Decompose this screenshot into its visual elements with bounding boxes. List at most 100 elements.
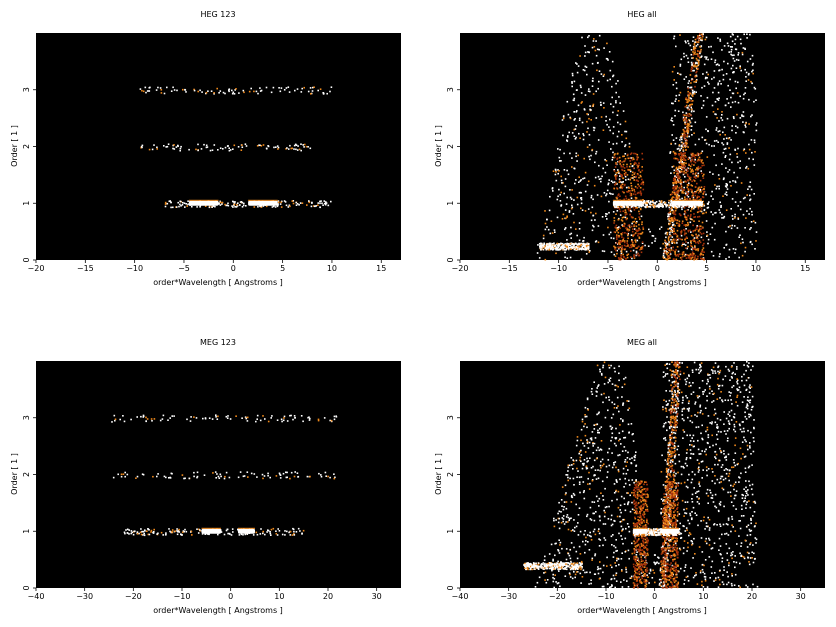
background-cell: [721, 119, 724, 121]
background-cell: [588, 88, 590, 90]
band-cell: [123, 531, 126, 534]
background-cell: [681, 197, 683, 200]
background-cell: [717, 108, 719, 110]
background-cell: [611, 383, 614, 385]
background-cell: [718, 69, 720, 72]
background-cell: [723, 215, 726, 218]
column-cell: [678, 176, 680, 179]
background-cell: [628, 225, 631, 227]
streak-cell: [692, 57, 694, 59]
streak-cell: [687, 86, 689, 88]
background-cell: [750, 522, 752, 525]
background-cell: [723, 453, 725, 455]
band-cell: [296, 472, 299, 474]
background-cell: [719, 447, 721, 450]
band-cell: [171, 529, 174, 531]
x-tick-label: 10: [327, 264, 337, 273]
column-cell: [681, 238, 683, 241]
background-cell: [625, 566, 627, 569]
column-cell: [617, 231, 620, 234]
band-cell: [307, 416, 309, 419]
background-cell: [568, 554, 571, 557]
background-cell: [710, 58, 713, 60]
band-cell: [240, 149, 243, 151]
column-cell: [674, 250, 676, 253]
background-cell: [682, 465, 684, 468]
background-cell: [739, 234, 741, 236]
background-cell: [624, 145, 626, 148]
background-cell: [719, 545, 722, 547]
background-cell: [733, 54, 735, 56]
background-cell: [671, 564, 674, 567]
background-cell: [749, 181, 752, 183]
band-cell: [289, 414, 291, 417]
streak-cell: [677, 168, 679, 171]
background-cell: [712, 400, 715, 402]
background-cell: [671, 166, 674, 168]
background-cell: [609, 129, 611, 132]
streak-cell: [688, 95, 690, 97]
background-cell: [590, 154, 592, 157]
background-cell: [739, 391, 742, 393]
band-cell: [660, 205, 663, 207]
background-cell: [612, 211, 615, 213]
streak-cell: [691, 66, 693, 68]
column-cell: [618, 179, 621, 182]
band-cell: [247, 476, 249, 478]
background-cell: [726, 143, 729, 145]
background-cell: [671, 197, 673, 200]
band-cell: [289, 144, 291, 147]
streak-cell: [689, 74, 692, 76]
column-cell: [624, 183, 626, 186]
band-cell: [259, 533, 262, 535]
column-cell: [703, 190, 705, 193]
band-cell: [310, 92, 313, 95]
background-cell: [714, 412, 717, 415]
background-cell: [723, 430, 726, 432]
background-cell: [714, 482, 716, 485]
background-cell: [701, 107, 703, 109]
band-cell: [538, 242, 541, 245]
column-cell: [690, 240, 692, 243]
streak-cell: [690, 88, 693, 91]
background-cell: [744, 499, 746, 502]
background-cell: [596, 194, 599, 196]
background-cell: [557, 172, 559, 175]
band-cell: [224, 475, 226, 478]
background-cell: [685, 507, 688, 510]
column-cell: [694, 161, 697, 164]
column-cell: [635, 222, 637, 224]
band-cell: [301, 202, 304, 204]
background-cell: [674, 207, 677, 209]
background-cell: [558, 552, 561, 554]
band-cell: [205, 91, 208, 94]
background-cell: [728, 169, 731, 171]
band-cell: [233, 144, 236, 147]
band-cell: [193, 416, 195, 418]
background-cell: [668, 363, 671, 365]
band-cell: [674, 206, 676, 208]
column-cell: [622, 237, 625, 240]
column-cell: [696, 196, 699, 198]
background-cell: [727, 137, 730, 140]
background-cell: [709, 171, 711, 173]
column-cell: [629, 208, 632, 210]
band-cell: [539, 247, 541, 249]
column-cell: [615, 224, 618, 227]
column-cell: [623, 224, 625, 227]
streak-cell: [687, 124, 689, 127]
background-cell: [569, 477, 571, 480]
background-cell: [618, 172, 620, 174]
background-cell: [605, 193, 608, 195]
band-cell: [614, 206, 616, 208]
background-cell: [598, 178, 601, 180]
background-cell: [704, 38, 707, 41]
background-cell: [703, 575, 706, 578]
background-cell: [729, 35, 732, 38]
band-cell: [215, 414, 217, 416]
background-cell: [711, 480, 714, 482]
band-cell: [241, 144, 243, 146]
background-cell: [608, 141, 610, 143]
column-cell: [632, 216, 634, 219]
background-cell: [755, 129, 758, 132]
